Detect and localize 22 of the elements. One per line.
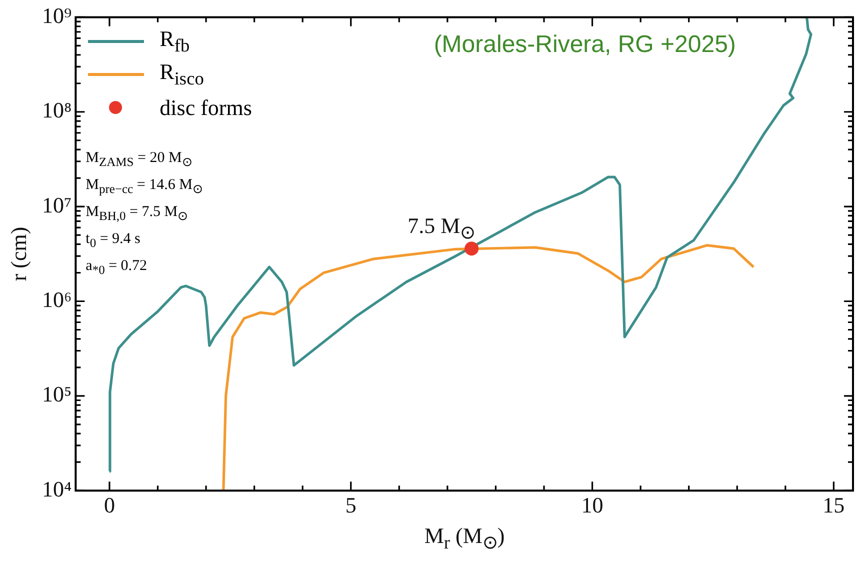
annotation: M$_{BH,0}$ = 7.5 M$_{⊙}$ xyxy=(86,203,190,226)
legend-label: R$_{isco}$ xyxy=(160,59,204,90)
legend-label: disc forms xyxy=(160,94,252,121)
annotation: t$_{0}$ = 9.4 s xyxy=(86,230,142,252)
x-tick-label: 5 xyxy=(345,492,356,518)
x-tick-label: 0 xyxy=(104,492,115,518)
annotation: (Morales-Rivera, RG +2025) xyxy=(434,31,736,60)
x-tick-label: 15 xyxy=(822,492,845,518)
y-tick-label: 10⁷ xyxy=(42,192,72,218)
y-axis-title: r (cm) xyxy=(6,226,32,282)
legend-label: R$_{fb}$ xyxy=(160,26,190,57)
annotation: 7.5 M$_{⊙}$ xyxy=(408,212,476,243)
annotation: M$_{ZAMS}$ = 20 M$_{⊙}$ xyxy=(86,149,194,172)
y-tick-label: 10⁵ xyxy=(42,382,72,407)
x-tick-label: 10 xyxy=(581,492,604,518)
annotation: a$_{*0}$ = 0.72 xyxy=(86,257,148,280)
y-tick-label: 10⁶ xyxy=(42,287,72,312)
y-tick-label: 10⁸ xyxy=(42,98,72,123)
y-tick-label: 10⁹ xyxy=(42,2,72,28)
x-axis-title: M$_{r}$ (M$_{⊙}$) xyxy=(424,522,505,553)
y-tick-label: 10⁴ xyxy=(42,476,72,502)
annotation: M$_{pre−cc}$ = 14.6 M$_{⊙}$ xyxy=(86,176,204,198)
